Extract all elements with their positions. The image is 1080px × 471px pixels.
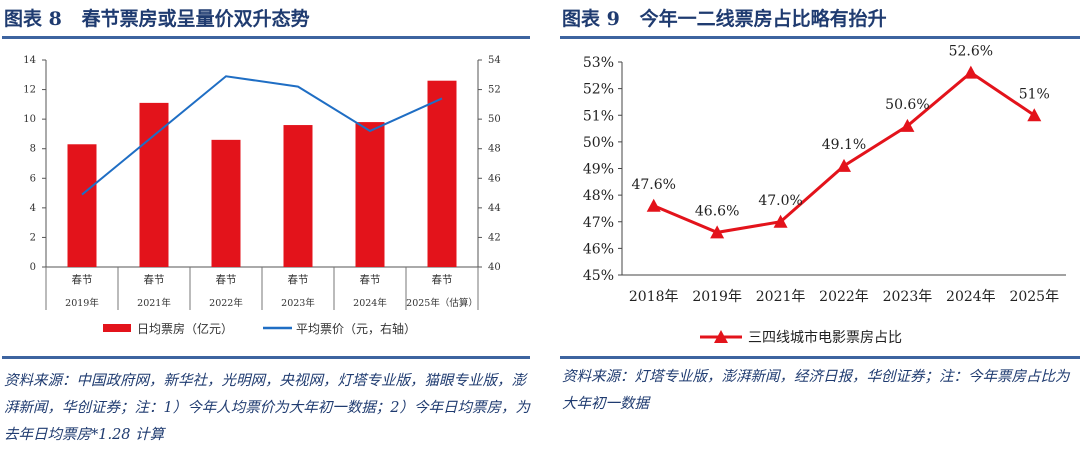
category-label: 2023年 xyxy=(883,289,933,305)
y-tick-label: 50% xyxy=(583,135,614,151)
triangle-marker xyxy=(837,158,851,172)
divider xyxy=(2,356,530,359)
bar xyxy=(67,144,97,267)
legend-triangle-icon xyxy=(714,330,728,343)
triangle-marker xyxy=(1027,108,1042,122)
left-chart-title: 图表 8 春节票房或呈量价双升态势 xyxy=(4,8,310,30)
right-chart-title: 图表 9 今年一二线票房占比略有抬升 xyxy=(562,8,887,30)
bar xyxy=(211,139,241,267)
y-tick-label: 12 xyxy=(23,85,36,96)
category-label: 2018年 xyxy=(629,289,679,305)
y2-tick-label: 44 xyxy=(488,203,501,214)
y-tick-label: 8 xyxy=(30,144,36,155)
y-tick-label: 46% xyxy=(583,241,614,257)
category-label: 2025年 xyxy=(1009,289,1059,305)
category-label-top: 春节 xyxy=(144,274,165,286)
legend-bar-swatch xyxy=(103,324,131,332)
category-label: 2021年 xyxy=(137,297,171,309)
divider xyxy=(560,36,1080,39)
right-source-note: 资料来源：灯塔专业版，澎湃新闻，经济日报，华创证券；注：今年票房占比为大年初一数… xyxy=(562,369,1070,412)
bar xyxy=(283,125,313,267)
data-label: 47.6% xyxy=(631,177,675,193)
triangle-marker xyxy=(710,225,725,239)
y2-tick-label: 50 xyxy=(488,114,501,125)
category-label-top: 春节 xyxy=(216,274,237,286)
y-tick-label: 52% xyxy=(583,82,614,98)
y-tick-label: 0 xyxy=(30,262,36,273)
data-label: 46.6% xyxy=(695,203,739,219)
category-label: 2021年 xyxy=(756,289,806,305)
category-label: 2022年 xyxy=(209,297,243,309)
data-label: 51% xyxy=(1019,86,1050,102)
triangle-marker xyxy=(773,214,788,228)
y-tick-label: 51% xyxy=(583,108,614,124)
legend-line-label: 平均票价（元，右轴） xyxy=(296,321,416,336)
y-tick-label: 2 xyxy=(30,232,36,243)
y-tick-label: 49% xyxy=(583,162,614,178)
category-label: 2024年 xyxy=(946,289,996,305)
bar xyxy=(427,80,457,267)
data-label: 47.0% xyxy=(758,193,802,209)
category-label-top: 春节 xyxy=(432,274,453,286)
legend-bar-label: 日均票房（亿元） xyxy=(137,321,233,336)
divider xyxy=(2,36,530,39)
y-tick-label: 10 xyxy=(23,114,36,125)
category-label: 2025年（估算） xyxy=(406,297,478,309)
category-label: 2024年 xyxy=(353,297,387,309)
category-label-top: 春节 xyxy=(72,274,93,286)
triangle-marker xyxy=(963,65,978,79)
category-label: 2022年 xyxy=(819,289,869,305)
y-tick-label: 47% xyxy=(583,215,614,231)
y2-tick-label: 54 xyxy=(488,55,501,66)
divider xyxy=(560,356,1080,359)
y-tick-label: 6 xyxy=(30,173,36,184)
y2-tick-label: 46 xyxy=(488,173,501,184)
bar xyxy=(139,102,169,267)
category-label-top: 春节 xyxy=(288,274,309,286)
data-label: 50.6% xyxy=(885,97,929,113)
y2-tick-label: 52 xyxy=(488,85,501,96)
y-tick-label: 48% xyxy=(583,188,614,204)
left-source-note: 资料来源：中国政府网，新华社，光明网，央视网，灯塔专业版，猫眼专业版，澎湃新闻，… xyxy=(4,373,530,443)
y-tick-label: 14 xyxy=(23,55,36,66)
triangle-marker xyxy=(900,118,915,132)
y2-tick-label: 42 xyxy=(488,232,501,243)
legend-label: 三四线城市电影票房占比 xyxy=(748,329,902,346)
y-tick-label: 53% xyxy=(583,55,614,71)
data-label: 52.6% xyxy=(949,44,993,60)
category-label: 2023年 xyxy=(281,297,315,309)
y-tick-label: 45% xyxy=(583,268,614,284)
y-tick-label: 4 xyxy=(30,203,36,214)
data-label: 49.1% xyxy=(822,137,866,153)
avg-price-line xyxy=(81,75,443,196)
category-label: 2019年 xyxy=(692,289,742,305)
y2-tick-label: 40 xyxy=(488,262,501,273)
category-label-top: 春节 xyxy=(360,274,381,286)
category-label: 2019年 xyxy=(65,297,99,309)
triangle-marker xyxy=(646,198,661,212)
bar xyxy=(355,122,385,267)
y2-tick-label: 48 xyxy=(488,144,501,155)
